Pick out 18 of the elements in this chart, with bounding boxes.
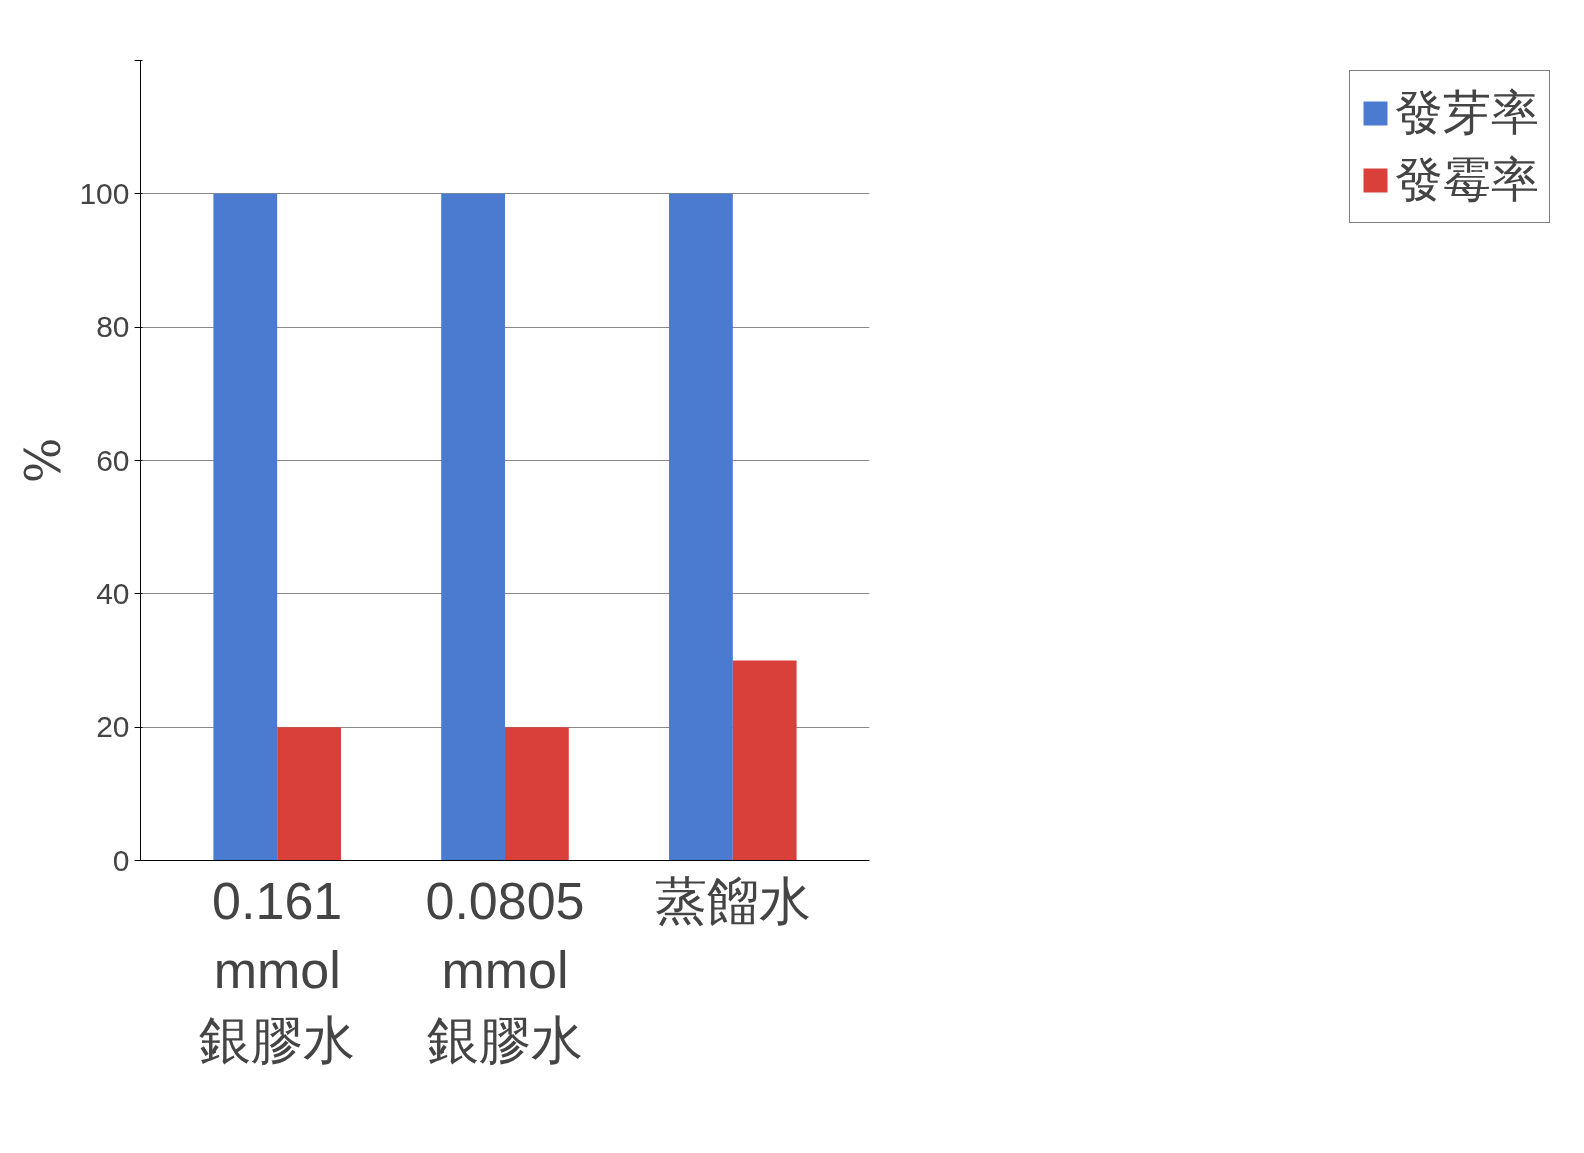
bar (277, 727, 341, 861)
y-tick-label: 40 (96, 576, 130, 610)
y-tick-label: 80 (96, 310, 130, 344)
bar (505, 727, 569, 861)
legend-label: 發芽率 (1395, 85, 1539, 141)
y-axis-title: % (15, 437, 72, 484)
y-tick-label: 100 (79, 176, 130, 210)
y-tick-label: 60 (96, 443, 130, 477)
bar (441, 193, 505, 861)
legend-label: 發霉率 (1395, 152, 1539, 208)
bar (213, 193, 278, 861)
bar (732, 660, 797, 861)
bar (669, 193, 733, 861)
x-tick-label: 0.161 mmol 銀膠水 (199, 871, 356, 1069)
y-tick-label: 0 (112, 843, 130, 877)
x-tick-label: 蒸餾水 (654, 871, 811, 930)
y-tick-label: 20 (96, 710, 130, 744)
x-tick-label: 0.0805 mmol 銀膠水 (425, 871, 585, 1069)
